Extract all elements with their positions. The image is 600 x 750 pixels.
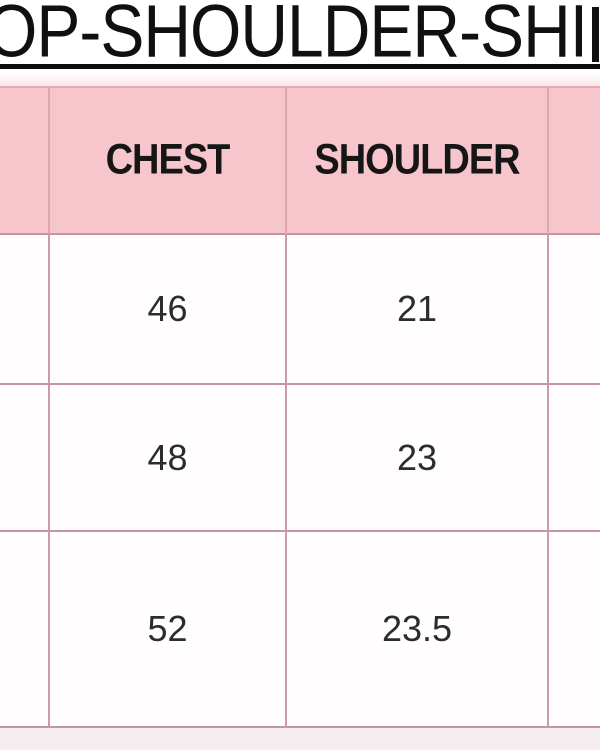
table-row-2-chest-cell: 48 — [50, 385, 287, 532]
chest-value: 52 — [147, 608, 188, 649]
table-row-2-cell-cropped-left — [0, 385, 50, 532]
table-row-1-cell-cropped-left — [0, 235, 50, 385]
table-row-3-cell-cropped-right — [549, 532, 600, 728]
chest-column-header: CHEST — [105, 136, 231, 184]
title-area: OP-SHOULDER-SHI — [0, 0, 600, 86]
header-cell-shoulder: SHOULDER — [287, 86, 549, 235]
page-title: OP-SHOULDER-SHI — [0, 0, 588, 73]
table-row-1-chest-cell: 46 — [50, 235, 287, 385]
table-row-3-cell-cropped-left — [0, 532, 50, 728]
shoulder-value: 23.5 — [381, 608, 453, 649]
header-cell-cropped-left — [0, 86, 50, 235]
shoulder-value: 21 — [396, 288, 438, 329]
bottom-background-strip — [0, 728, 600, 750]
title-underline — [0, 64, 600, 69]
table-row-3-chest-cell: 52 — [50, 532, 287, 728]
size-chart-table: CHEST SHOULDER 46 21 48 23 52 23.5 — [0, 86, 600, 728]
table-row-3-shoulder-cell: 23.5 — [287, 532, 549, 728]
table-row-2-cell-cropped-right — [549, 385, 600, 532]
table-row-2-shoulder-cell: 23 — [287, 385, 549, 532]
chest-value: 48 — [147, 436, 188, 478]
title-header-gap — [0, 72, 600, 86]
table-row-1-cell-cropped-right — [549, 235, 600, 385]
table-row-1-shoulder-cell: 21 — [287, 235, 549, 385]
shoulder-value: 23 — [396, 436, 438, 478]
partial-letter-stroke — [592, 7, 599, 62]
header-cell-cropped-right — [549, 86, 600, 235]
shoulder-column-header: SHOULDER — [314, 136, 520, 184]
chest-value: 46 — [147, 288, 188, 329]
header-cell-chest: CHEST — [50, 86, 287, 235]
